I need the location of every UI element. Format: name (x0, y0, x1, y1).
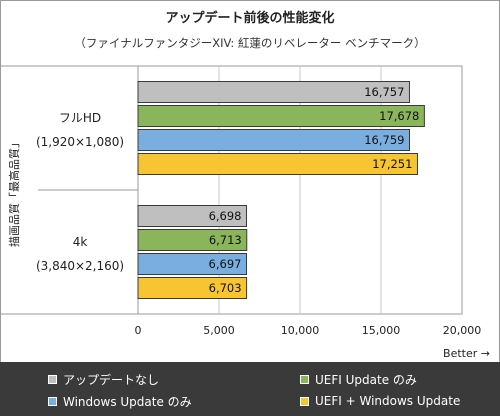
legend-label: UEFI Update のみ (315, 372, 417, 387)
chart: アップデート前後の性能変化 （ファイナルファンタジーXIV: 紅蓮のリベレーター… (0, 10, 490, 360)
legend-item: UEFI Update のみ (300, 370, 417, 388)
bar (137, 229, 248, 251)
x-tick-label: 0 (135, 324, 142, 337)
bar (137, 105, 425, 127)
bar (137, 277, 248, 299)
y-axis-label: 描画品質「最高品質」 (7, 137, 21, 247)
legend-swatch (48, 374, 57, 384)
legend-item: アップデートなし (48, 370, 159, 388)
category-label: フルHD (59, 111, 101, 125)
bar-value-label: 6,698 (209, 209, 242, 223)
chart-subtitle: （ファイナルファンタジーXIV: 紅蓮のリベレーター ベンチマーク） (74, 36, 425, 50)
bar-value-label: 17,251 (372, 157, 412, 171)
bar (137, 153, 418, 175)
legend-item: Windows Update のみ (48, 392, 192, 410)
x-tick-label: 20,000 (443, 324, 482, 337)
bar (137, 129, 410, 151)
legend-label: UEFI + Windows Update (315, 394, 461, 408)
x-axis-label: Better → (443, 347, 490, 360)
category-sublabel: (3,840×2,160) (36, 259, 124, 273)
legend: アップデートなし UEFI Update のみ Windows Update のみ U… (0, 362, 500, 416)
x-tick-label: 15,000 (362, 324, 401, 337)
x-tick-label: 5,000 (203, 324, 235, 337)
legend-swatch (300, 396, 309, 406)
bar (137, 253, 247, 275)
legend-swatch (48, 396, 57, 406)
bar (137, 81, 410, 103)
legend-swatch (300, 374, 309, 384)
bar (137, 205, 248, 227)
bar-value-label: 17,678 (379, 109, 419, 123)
bar-value-label: 16,757 (364, 85, 404, 99)
legend-label: Windows Update のみ (63, 394, 192, 409)
category-sublabel: (1,920×1,080) (36, 135, 124, 149)
bar-value-label: 6,713 (209, 233, 242, 247)
bar-value-label: 6,697 (209, 257, 242, 271)
bar-value-label: 16,759 (364, 133, 404, 147)
legend-label: アップデートなし (63, 372, 160, 387)
chart-title: アップデート前後の性能変化 (165, 10, 334, 26)
bar-value-label: 6,703 (209, 281, 242, 295)
category-label: 4k (73, 235, 88, 249)
x-tick-label: 10,000 (281, 324, 320, 337)
legend-item: UEFI + Windows Update (300, 392, 460, 410)
